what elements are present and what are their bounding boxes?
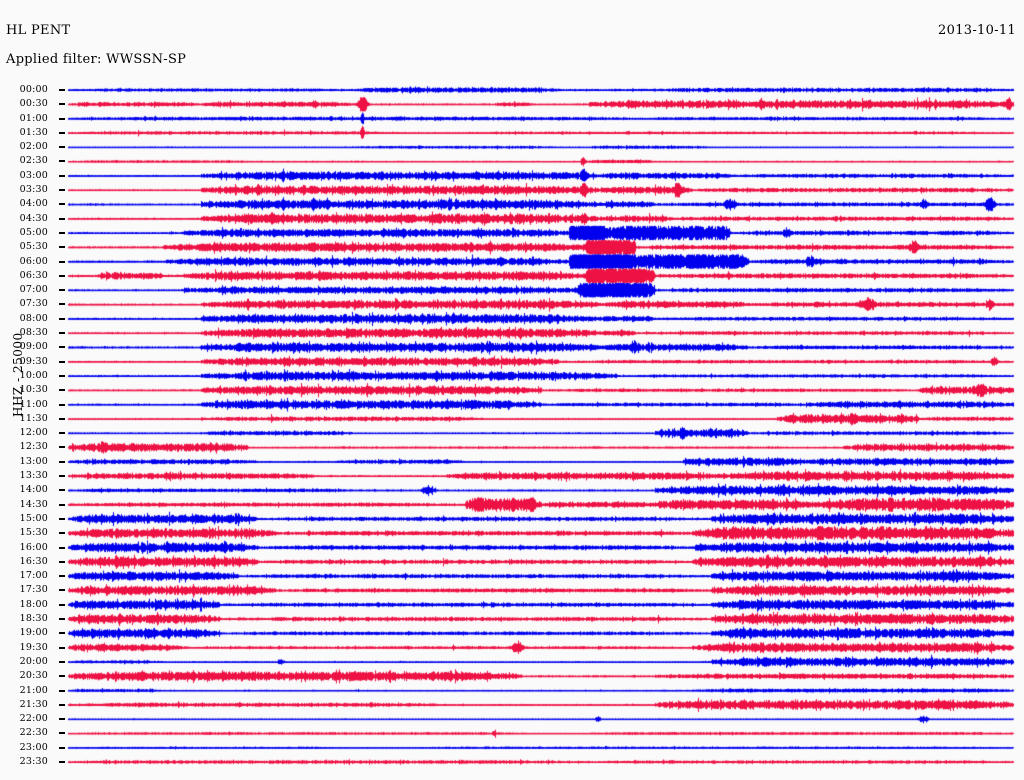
seismic-traces-canvas (0, 80, 1024, 774)
station-title: HL PENT (6, 23, 71, 38)
applied-filter-label: Applied filter: WWSSN-SP (6, 52, 187, 67)
date-label: 2013-10-11 (938, 23, 1016, 38)
helicorder-plot-area (0, 80, 1024, 774)
